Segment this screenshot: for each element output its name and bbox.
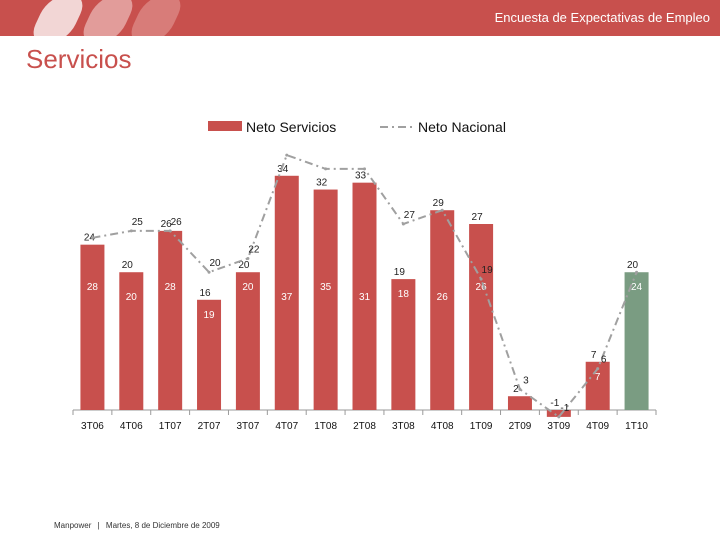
category-label: 4T09 — [586, 421, 609, 432]
line-value-label: 26 — [171, 217, 183, 228]
bar-value-label: 33 — [355, 171, 367, 182]
category-label: 1T09 — [470, 421, 493, 432]
bar-value-label: 20 — [238, 260, 250, 271]
bar-value-label: 19 — [394, 267, 406, 278]
category-label: 1T07 — [159, 421, 182, 432]
line-value-label: 6 — [601, 355, 607, 366]
legend-bar-label: Neto Servicios — [246, 119, 336, 135]
bar — [624, 272, 649, 410]
line-point — [440, 208, 444, 212]
bar-value-label: -1 — [550, 398, 559, 409]
bar-inner-label: 19 — [203, 310, 215, 321]
line-value-label: 22 — [248, 244, 260, 255]
line-point — [207, 270, 211, 274]
line-point — [129, 229, 133, 233]
category-label: 3T08 — [392, 421, 415, 432]
bar — [546, 410, 571, 417]
line-point — [635, 270, 639, 274]
line-point — [596, 367, 600, 371]
line-point — [479, 277, 483, 281]
bar-value-label: 2 — [513, 384, 519, 395]
category-label: 2T08 — [353, 421, 376, 432]
bar-inner-label: 37 — [281, 292, 293, 303]
line-point — [557, 415, 561, 419]
bar-inner-label: 26 — [476, 282, 488, 293]
bar-value-label: 27 — [472, 212, 484, 223]
category-label: 3T09 — [547, 421, 570, 432]
footer-brand: Manpower — [54, 521, 92, 530]
category-label: 4T06 — [120, 421, 143, 432]
header-title: Encuesta de Expectativas de Empleo — [494, 10, 710, 25]
category-label: 4T07 — [275, 421, 298, 432]
category-label: 4T08 — [431, 421, 454, 432]
bar — [430, 210, 455, 410]
bar-value-label: 34 — [277, 164, 289, 175]
bar-inner-label: 35 — [320, 282, 332, 293]
line-point — [90, 236, 94, 240]
bar — [391, 279, 416, 410]
category-label: 1T10 — [625, 421, 648, 432]
bar-value-label: 32 — [316, 178, 328, 189]
bar-value-label: 16 — [199, 288, 211, 299]
line-point — [324, 167, 328, 171]
line-point — [246, 256, 250, 260]
bar-value-label: 20 — [627, 260, 639, 271]
category-label: 2T09 — [509, 421, 532, 432]
category-label: 2T07 — [198, 421, 221, 432]
line-point — [363, 167, 366, 171]
bar-value-label: 29 — [433, 198, 445, 209]
bar — [507, 396, 532, 410]
line-value-label: 20 — [209, 258, 221, 269]
bar — [119, 272, 144, 410]
line-point — [401, 222, 405, 226]
category-label: 3T06 — [81, 421, 104, 432]
bar — [158, 230, 183, 410]
bar-inner-label: 18 — [398, 289, 410, 300]
legend-line-label: Neto Nacional — [418, 119, 506, 135]
bar-inner-label: 7 — [595, 372, 601, 383]
bar-value-label: 20 — [122, 260, 134, 271]
page-title: Servicios — [26, 44, 132, 74]
footer-date: Martes, 8 de Diciembre de 2009 — [105, 521, 220, 530]
category-label: 1T08 — [314, 421, 337, 432]
header-bar: Encuesta de Expectativas de Empleo — [0, 0, 720, 36]
line-point — [518, 387, 522, 391]
legend-bar-swatch — [208, 121, 242, 131]
line-point — [168, 229, 172, 233]
legend: Neto Servicios Neto Nacional — [208, 119, 506, 135]
line-value-label: 25 — [132, 217, 144, 228]
bar-inner-label: 24 — [631, 282, 643, 293]
bar-inner-label: 20 — [242, 282, 254, 293]
bar-inner-label: 28 — [165, 282, 177, 293]
bar — [235, 272, 260, 410]
bar — [313, 189, 338, 410]
footer: Manpower | Martes, 8 de Diciembre de 200… — [54, 521, 220, 530]
line-value-label: 27 — [404, 210, 416, 221]
footer-separator: | — [97, 521, 100, 530]
line-value-label: 19 — [482, 265, 494, 276]
bar — [197, 299, 222, 410]
bar — [80, 244, 105, 410]
bar — [469, 224, 494, 410]
bar-inner-label: 31 — [359, 292, 371, 303]
bar-value-label: 7 — [591, 350, 597, 361]
line-value-label: 3 — [523, 375, 529, 386]
category-label: 3T07 — [237, 421, 260, 432]
bar — [274, 175, 299, 410]
bar-value-label: 26 — [161, 219, 173, 230]
bar-inner-label: 28 — [87, 282, 99, 293]
bar-value-label: 24 — [84, 233, 96, 244]
bar-inner-label: 20 — [126, 292, 138, 303]
bar-inner-label: 26 — [437, 292, 449, 303]
bar — [352, 182, 377, 410]
line-value-label: -1 — [560, 403, 569, 414]
line-point — [285, 153, 289, 157]
